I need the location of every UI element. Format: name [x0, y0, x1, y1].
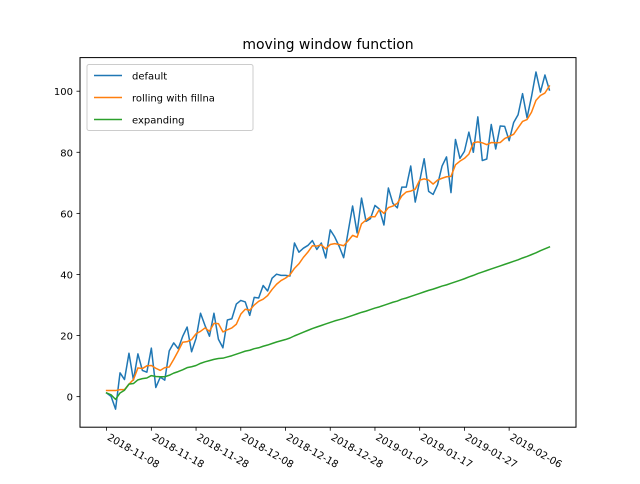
y-tick-label: 20 [60, 332, 73, 343]
chart-title: moving window function [242, 37, 413, 53]
axes-frame [79, 57, 577, 428]
series-group [105, 71, 551, 410]
y-tick-label: 40 [60, 270, 73, 281]
legend-label-expanding: expanding [132, 116, 185, 127]
y-axis: 0 20 40 60 80 100 [54, 87, 80, 404]
legend-box [86, 64, 254, 131]
y-tick-label: 0 [67, 393, 73, 404]
y-tick-label: 100 [54, 87, 73, 98]
legend: default rolling with fillna expanding [86, 64, 254, 131]
series-line-rolling-with-fillna [105, 84, 551, 392]
legend-label-rolling-with-fillna: rolling with fillna [132, 94, 215, 105]
legend-label-default: default [132, 72, 167, 83]
series-line-expanding [105, 246, 551, 401]
y-tick-label: 80 [60, 148, 73, 159]
y-tick-label: 60 [60, 209, 73, 220]
series-line-default [105, 71, 551, 410]
